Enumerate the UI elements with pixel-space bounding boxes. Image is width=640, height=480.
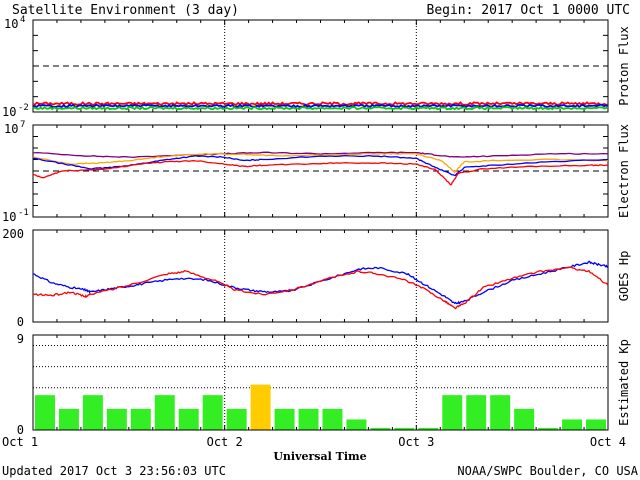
series-line [32, 160, 609, 186]
series-line [32, 103, 609, 109]
kp-bar [178, 408, 199, 430]
kp-bar [35, 395, 55, 430]
updated-timestamp: Updated 2017 Oct 3 23:56:03 UTC [2, 464, 226, 478]
y-tick-label-min: 0 [17, 315, 24, 329]
kp-bar [274, 408, 295, 430]
kp-bar [586, 419, 606, 430]
kp-bar [346, 419, 367, 430]
kp-bar [370, 427, 391, 430]
day-label: Oct 2 [207, 435, 243, 449]
y-axis-label: Electron Flux [617, 124, 631, 218]
kp-bar [418, 427, 439, 430]
panel-frame-overlay [32, 334, 609, 431]
kp-bar [538, 427, 559, 430]
panel-frame [32, 124, 609, 218]
chart-title: Satellite Environment (3 day) [12, 3, 239, 18]
kp-bar [490, 395, 511, 430]
y-axis-label: Proton Flux [617, 26, 631, 105]
y-tick-exponent-min: -1 [18, 208, 29, 218]
kp-bar [130, 408, 151, 430]
series-line [32, 260, 609, 305]
kp-bar [466, 395, 487, 430]
series-line [32, 152, 609, 174]
kp-bar [154, 395, 175, 430]
kp-bar [226, 408, 247, 430]
y-tick-exponent-min: -2 [18, 103, 29, 113]
kp-bar [82, 395, 103, 430]
kp-bar [394, 427, 415, 430]
series-line [32, 266, 609, 310]
series-line [32, 154, 609, 177]
y-tick-label-max: 200 [2, 227, 24, 241]
y-tick-label-max: 10 [4, 122, 18, 136]
day-label: Oct 3 [398, 435, 434, 449]
day-label: Oct 4 [590, 435, 626, 449]
kp-bar [322, 408, 343, 430]
panel-frame [32, 19, 609, 113]
day-label: Oct 1 [2, 435, 38, 449]
series-line [32, 151, 609, 159]
y-tick-label-max: 9 [17, 332, 24, 346]
y-axis-label: GOES Hp [617, 251, 631, 302]
y-tick-label-min: 10 [2, 210, 16, 224]
y-tick-label-min: 0 [17, 423, 24, 437]
series-line [32, 105, 609, 111]
begin-time: Begin: 2017 Oct 1 0000 UTC [427, 3, 631, 18]
kp-bar [562, 419, 583, 430]
credit-label: NOAA/SWPC Boulder, CO USA [457, 464, 638, 478]
y-tick-exponent-max: 7 [20, 120, 25, 130]
kp-bar [58, 408, 79, 430]
y-axis-label: Estimated Kp [617, 339, 631, 426]
kp-bar [514, 408, 535, 430]
kp-bar [298, 408, 319, 430]
kp-bar [106, 408, 127, 430]
kp-bar [202, 395, 223, 430]
kp-bar [442, 395, 463, 430]
x-axis-title: Universal Time [273, 450, 366, 463]
y-tick-label-max: 10 [4, 17, 18, 31]
kp-bar [250, 384, 271, 430]
y-tick-label-min: 10 [2, 105, 16, 119]
y-tick-exponent-max: 4 [20, 15, 25, 25]
